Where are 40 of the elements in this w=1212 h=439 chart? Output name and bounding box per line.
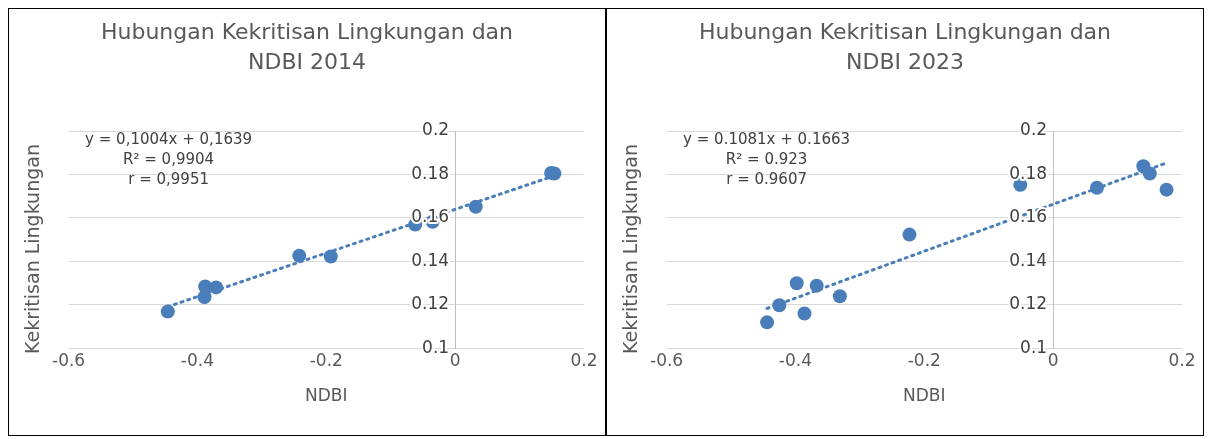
y-tick-label: 0.14: [1009, 249, 1048, 270]
x-tick-label: 0.2: [1168, 349, 1196, 370]
y-tick-label: 0.1: [1020, 336, 1048, 357]
y-tick-label: 0.18: [1009, 162, 1048, 183]
x-tick-label: 0.2: [570, 349, 598, 370]
point: [789, 276, 804, 291]
y-axis-title: Kekritisan Lingkungan: [21, 144, 43, 354]
annotation: y = 0,1004x + 0,1639: [85, 130, 253, 149]
point: [832, 289, 847, 304]
annotation: y = 0.1081x + 0.1663: [683, 130, 851, 149]
point: [160, 304, 175, 319]
x-tick-label: -0.2: [309, 349, 343, 370]
point: [760, 315, 775, 330]
x-axis-title: NDBI: [305, 385, 348, 406]
annotation: r = 0.9607: [726, 170, 807, 189]
x-axis-title: NDBI: [903, 385, 946, 406]
chart-title: Hubungan Kekritisan Lingkungan dan NDBI 2014: [99, 18, 515, 76]
point: [902, 227, 917, 242]
x-tick-label: -0.4: [180, 349, 215, 370]
x-tick-label: -0.4: [778, 349, 813, 370]
chart-title: Hubungan Kekritisan Lingkungan dan NDBI 2023: [697, 18, 1113, 76]
y-tick-label: 0.1: [422, 336, 450, 357]
annotation: R² = 0,9904: [123, 150, 215, 169]
y-axis-title: Kekritisan Lingkungan: [619, 144, 641, 354]
x-tick-label: 0: [1047, 349, 1059, 370]
y-tick-label: 0.2: [1020, 119, 1048, 140]
annotation: r = 0,9951: [128, 170, 209, 189]
y-tick-label: 0.2: [422, 119, 450, 140]
y-tick-label: 0.14: [411, 249, 450, 270]
x-tick-label: -0.6: [650, 349, 684, 370]
point: [292, 248, 307, 263]
point: [1159, 182, 1174, 197]
x-tick-label: 0: [449, 349, 461, 370]
y-tick-label: 0.12: [1009, 293, 1048, 314]
y-tick-label: 0.12: [411, 293, 450, 314]
point: [797, 306, 812, 321]
y-tick-label: 0.18: [411, 162, 450, 183]
x-tick-label: -0.2: [907, 349, 941, 370]
x-tick-label: -0.6: [52, 349, 86, 370]
annotation: R² = 0.923: [725, 150, 808, 169]
